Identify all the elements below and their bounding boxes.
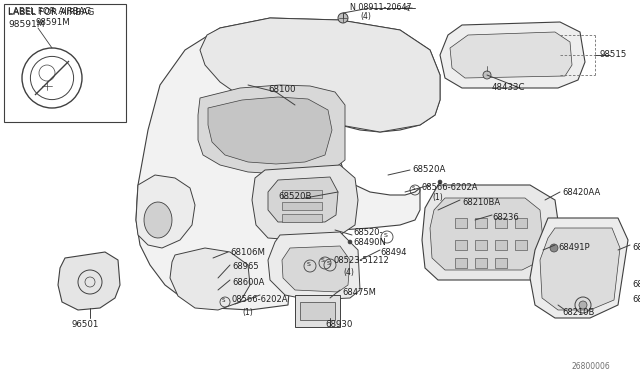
Polygon shape xyxy=(422,185,560,280)
Polygon shape xyxy=(200,18,440,132)
Text: (4): (4) xyxy=(343,268,354,277)
Text: 98591M: 98591M xyxy=(8,20,45,29)
Text: S: S xyxy=(327,261,331,266)
Text: S: S xyxy=(384,233,388,238)
Text: LABEL FOR AIRBAG: LABEL FOR AIRBAG xyxy=(8,7,92,16)
Circle shape xyxy=(483,71,491,79)
Text: 68106M: 68106M xyxy=(230,248,265,257)
Polygon shape xyxy=(530,218,628,318)
Text: 68494: 68494 xyxy=(380,248,406,257)
Polygon shape xyxy=(198,85,345,174)
Polygon shape xyxy=(136,175,195,248)
Text: 48433C: 48433C xyxy=(492,83,525,92)
Bar xyxy=(515,240,527,250)
Text: 68420A: 68420A xyxy=(632,280,640,289)
Polygon shape xyxy=(282,246,350,292)
Text: 68490N: 68490N xyxy=(353,238,386,247)
Text: 08566-6202A: 08566-6202A xyxy=(422,183,479,192)
Text: 68100: 68100 xyxy=(268,85,296,94)
Text: 68475M: 68475M xyxy=(342,288,376,297)
Text: 68520B: 68520B xyxy=(278,192,312,201)
Bar xyxy=(495,218,507,228)
Bar xyxy=(455,258,467,268)
Bar xyxy=(295,295,340,327)
Bar xyxy=(282,214,322,222)
Text: 98515: 98515 xyxy=(600,50,627,59)
Text: 68210BA: 68210BA xyxy=(462,198,500,207)
Text: 26800006: 26800006 xyxy=(572,362,611,371)
Bar xyxy=(475,218,487,228)
Text: S: S xyxy=(412,186,415,191)
Text: LABEL FOR AIRBAG: LABEL FOR AIRBAG xyxy=(8,8,94,17)
Polygon shape xyxy=(144,202,172,238)
Polygon shape xyxy=(252,165,358,240)
Bar xyxy=(282,190,322,198)
Circle shape xyxy=(550,244,558,252)
Polygon shape xyxy=(268,177,338,222)
Bar xyxy=(4,4,126,122)
Text: 68420A: 68420A xyxy=(632,295,640,304)
Text: S: S xyxy=(222,298,225,303)
Text: 68520A: 68520A xyxy=(412,165,445,174)
Bar xyxy=(300,302,335,320)
Polygon shape xyxy=(58,252,120,310)
Text: 68420: 68420 xyxy=(632,243,640,252)
Bar xyxy=(282,202,322,210)
Text: 68930: 68930 xyxy=(325,320,353,329)
Text: 08566-6202A: 08566-6202A xyxy=(232,295,289,304)
Polygon shape xyxy=(430,198,543,270)
Text: 08523-51212: 08523-51212 xyxy=(333,256,388,265)
Polygon shape xyxy=(440,22,585,88)
Circle shape xyxy=(338,13,348,23)
Text: (4): (4) xyxy=(360,12,371,21)
Circle shape xyxy=(348,240,352,244)
Text: 96501: 96501 xyxy=(72,320,99,329)
Polygon shape xyxy=(450,32,572,78)
Polygon shape xyxy=(540,228,620,310)
Bar xyxy=(495,240,507,250)
Bar xyxy=(475,240,487,250)
Polygon shape xyxy=(170,248,250,310)
Bar xyxy=(495,258,507,268)
Circle shape xyxy=(438,180,442,184)
Text: S: S xyxy=(307,262,311,267)
Text: 68520-: 68520- xyxy=(353,228,383,237)
Circle shape xyxy=(579,301,587,309)
Text: 68420AA: 68420AA xyxy=(562,188,600,197)
Bar xyxy=(455,218,467,228)
Polygon shape xyxy=(208,97,332,164)
Text: 68965: 68965 xyxy=(232,262,259,271)
Polygon shape xyxy=(268,232,360,300)
Bar xyxy=(475,258,487,268)
Text: (1): (1) xyxy=(242,308,253,317)
Text: (1): (1) xyxy=(432,193,443,202)
Text: 68210B: 68210B xyxy=(562,308,595,317)
Bar xyxy=(455,240,467,250)
Text: 68600A: 68600A xyxy=(232,278,264,287)
Text: 68491P: 68491P xyxy=(558,243,589,252)
Text: N 08911-20647: N 08911-20647 xyxy=(350,3,412,12)
Text: 68236: 68236 xyxy=(492,213,519,222)
Bar xyxy=(515,218,527,228)
Polygon shape xyxy=(136,18,440,310)
Text: S: S xyxy=(321,258,325,263)
Text: 98591M: 98591M xyxy=(35,18,70,27)
